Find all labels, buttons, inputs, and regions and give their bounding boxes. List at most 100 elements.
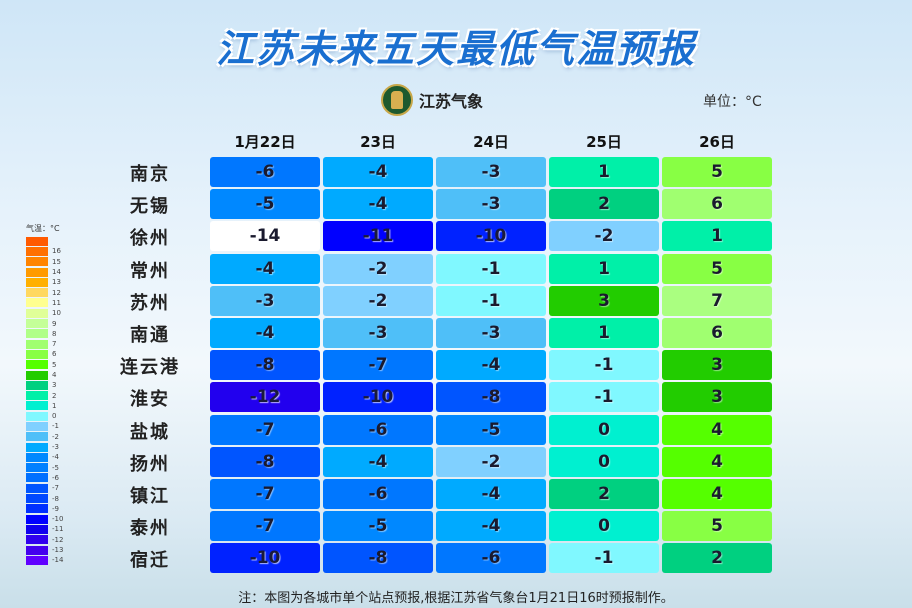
temperature-cell: 0 [549,511,659,542]
unit-label: 单位：°C [703,94,762,110]
legend-item: 10 [26,308,63,318]
legend-label: 13 [52,278,61,287]
legend-label: 7 [52,340,57,349]
temperature-cell: 2 [549,189,659,220]
legend-swatch [26,329,48,339]
legend-item: -5 [26,463,63,473]
legend-label: 0 [52,412,57,421]
legend-item: 8 [26,329,63,339]
temperature-cell: -1 [436,285,546,316]
seal-icon [381,84,413,116]
legend-label: 4 [52,371,57,379]
legend-swatch [26,236,48,246]
temperature-cell: 7 [662,285,772,316]
legend-label: 11 [52,298,61,307]
legend-label: -2 [52,432,59,441]
legend-label: 9 [52,319,57,328]
legend-label: -12 [52,535,64,544]
legend-swatch [26,246,48,256]
temperature-cell: -3 [436,157,546,187]
legend-item: 7 [26,339,63,349]
day-header: 23日 [360,133,396,151]
legend-swatch [26,401,48,411]
temperature-cell: -4 [210,318,320,348]
legend-label: -9 [52,504,59,513]
legend-swatch [26,349,48,359]
temperature-cell: -6 [436,543,546,574]
temperature-cell: 6 [662,189,772,220]
legend-swatch [26,545,48,555]
temperature-cell: 3 [549,285,659,316]
legend-item: -8 [26,493,63,504]
legend-swatch [26,391,48,401]
legend-swatch [26,339,48,349]
temperature-cell: -10 [436,221,546,252]
temperature-cell: -12 [210,382,320,413]
legend-swatch [26,411,48,421]
temperature-cell: -4 [210,253,320,284]
temperature-cell: -6 [210,157,320,187]
temperature-cell: -5 [210,189,320,220]
temperature-cell: -1 [549,543,659,574]
legend-item: 16 [26,246,63,256]
temperature-cell: 1 [549,157,659,187]
temperature-cell: -3 [436,189,546,220]
temperature-cell: -2 [323,253,433,284]
day-header: 24日 [473,133,509,151]
city-name: 徐州 [130,228,170,250]
legend-label: -14 [52,556,64,565]
legend-item: -14 [26,555,63,565]
legend-item: 2 [26,390,63,401]
legend-swatch [26,308,48,318]
temperature-cell: -1 [549,350,659,381]
legend-label: -8 [52,494,59,503]
legend-label: -4 [52,453,59,462]
temperature-cell: 5 [662,157,772,187]
temperature-cell: 6 [662,318,772,348]
legend-item: -6 [26,473,63,483]
temperature-cell: -2 [549,221,659,252]
legend-swatch [26,277,48,287]
legend-label: 1 [52,401,57,410]
temperature-cell: -14 [210,221,320,252]
legend-item: -7 [26,483,63,493]
page-title: 江苏未来五天最低气温预报 [215,27,696,71]
legend-item: 5 [26,360,63,370]
legend-item: -12 [26,535,63,545]
legend-item: 14 [26,267,63,277]
temperature-cell: -3 [210,285,320,316]
legend-label: -1 [52,422,59,431]
legend-swatch [26,421,48,431]
city-name: 连云港 [120,357,180,379]
legend-item: 13 [26,277,63,287]
legend-swatch [26,288,48,298]
temperature-cell: -10 [323,382,433,413]
legend-item: -10 [26,514,63,524]
city-name: 泰州 [130,518,170,540]
legend-label: 15 [52,257,61,266]
city-name: 宿迁 [130,550,170,572]
legend-item: 11 [26,298,63,308]
city-name: 扬州 [130,453,170,475]
legend-item: -3 [26,442,63,452]
city-name: 苏州 [130,292,170,314]
legend-item: 4 [26,370,63,380]
legend-swatch [26,473,48,483]
legend-item: 15 [26,257,63,267]
legend-label: -7 [52,484,59,493]
legend-swatch [26,514,48,524]
temperature-cell: 3 [662,382,772,413]
temperature-cell: -8 [436,382,546,413]
legend-label: -13 [52,546,64,555]
temperature-cell: -7 [210,479,320,509]
legend-swatch [26,494,48,504]
legend-item: 3 [26,380,63,390]
legend-item: -13 [26,545,63,555]
legend-label: -10 [52,515,64,524]
temperature-cell: -8 [210,446,320,477]
legend-item: 9 [26,318,63,329]
temperature-cell: 0 [549,414,659,445]
legend-swatch [26,319,48,329]
day-header: 25日 [586,133,622,151]
temperature-cell: -10 [210,543,320,574]
